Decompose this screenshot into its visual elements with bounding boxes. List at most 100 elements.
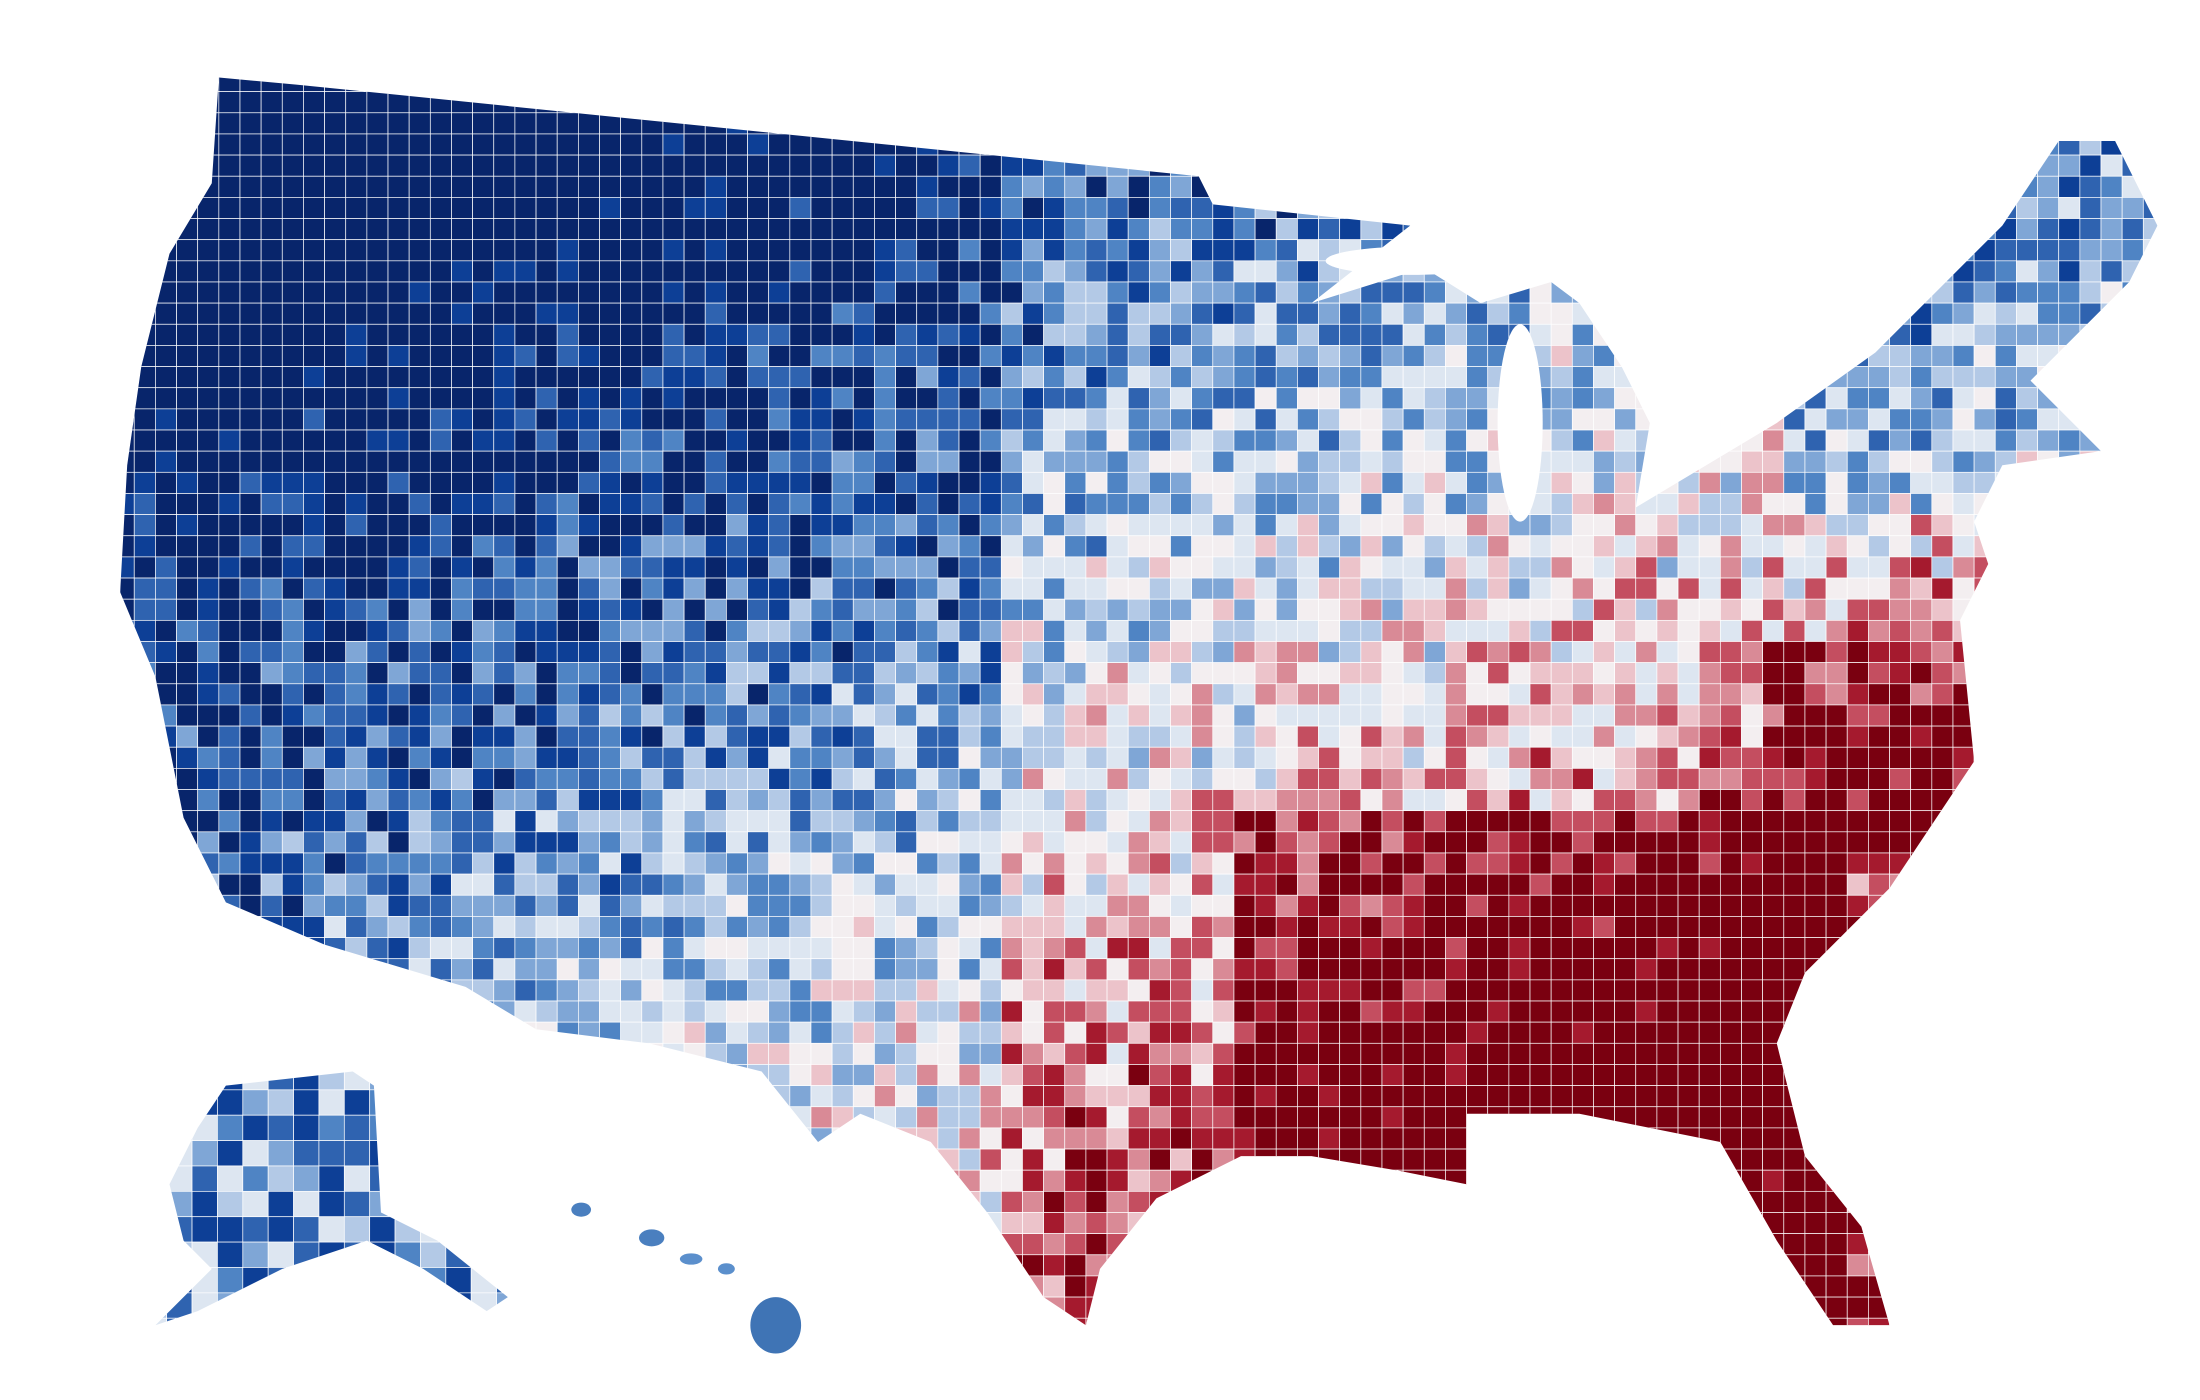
county bbox=[1339, 154, 1362, 177]
county bbox=[2037, 1064, 2060, 1086]
county bbox=[1973, 175, 1996, 198]
county bbox=[916, 218, 939, 241]
county bbox=[1064, 450, 1087, 473]
county bbox=[1318, 873, 1341, 896]
county bbox=[831, 662, 854, 685]
county bbox=[155, 1106, 177, 1129]
county bbox=[514, 577, 537, 600]
county bbox=[1698, 979, 1721, 1002]
county bbox=[1043, 746, 1066, 769]
county bbox=[1318, 641, 1341, 663]
county bbox=[239, 154, 262, 177]
county bbox=[2016, 789, 2038, 812]
county bbox=[662, 112, 685, 135]
county bbox=[1973, 1127, 1996, 1150]
county bbox=[1889, 175, 1912, 198]
county bbox=[1043, 218, 1066, 241]
county bbox=[2037, 1127, 2060, 1150]
county bbox=[747, 514, 770, 537]
county bbox=[2016, 768, 2038, 790]
county bbox=[620, 154, 643, 177]
county bbox=[1233, 366, 1256, 389]
county bbox=[747, 387, 770, 410]
county bbox=[1106, 133, 1129, 156]
county bbox=[1106, 810, 1129, 833]
county bbox=[1043, 958, 1066, 981]
county bbox=[1064, 598, 1087, 621]
county bbox=[1022, 662, 1044, 685]
county bbox=[1804, 197, 1827, 219]
county bbox=[1170, 154, 1192, 177]
county bbox=[1952, 471, 1975, 494]
county bbox=[1127, 493, 1150, 515]
county bbox=[1106, 493, 1129, 515]
county bbox=[218, 641, 241, 663]
county bbox=[1318, 514, 1341, 537]
county bbox=[2164, 451, 2185, 472]
county bbox=[641, 641, 664, 663]
county bbox=[620, 77, 643, 92]
county bbox=[1106, 260, 1129, 283]
county bbox=[1529, 704, 1552, 727]
county bbox=[620, 598, 643, 621]
county bbox=[493, 1042, 516, 1065]
county bbox=[556, 746, 579, 769]
county bbox=[2121, 894, 2144, 917]
county bbox=[1339, 1042, 1362, 1065]
county bbox=[1000, 810, 1023, 833]
county bbox=[472, 133, 495, 156]
county bbox=[2100, 1106, 2123, 1129]
county bbox=[789, 77, 812, 92]
county bbox=[810, 1127, 833, 1150]
county bbox=[2164, 557, 2185, 578]
county bbox=[662, 133, 685, 156]
county bbox=[768, 810, 791, 833]
county bbox=[535, 429, 558, 452]
county bbox=[1571, 810, 1594, 833]
county bbox=[176, 831, 199, 854]
county bbox=[1318, 831, 1341, 854]
county bbox=[493, 197, 516, 219]
county bbox=[1741, 239, 1763, 262]
county bbox=[451, 535, 473, 558]
county bbox=[1212, 366, 1235, 389]
county bbox=[2016, 619, 2038, 642]
county bbox=[1910, 239, 1933, 262]
county bbox=[1656, 577, 1679, 600]
county bbox=[239, 91, 262, 114]
county bbox=[1170, 1021, 1192, 1044]
county bbox=[260, 662, 283, 685]
county bbox=[1656, 260, 1679, 283]
county bbox=[2016, 1021, 2038, 1044]
county bbox=[641, 323, 664, 346]
county bbox=[239, 894, 262, 917]
county bbox=[874, 937, 896, 960]
county bbox=[493, 641, 516, 663]
county bbox=[1973, 345, 1996, 367]
county bbox=[1360, 493, 1383, 515]
county bbox=[1846, 704, 1869, 727]
county bbox=[810, 323, 833, 346]
county bbox=[1825, 1127, 1848, 1150]
county bbox=[1994, 535, 2017, 558]
county bbox=[1677, 852, 1700, 875]
county bbox=[1402, 556, 1425, 579]
county bbox=[1423, 175, 1446, 198]
county bbox=[874, 345, 896, 367]
county bbox=[1318, 556, 1341, 579]
county bbox=[155, 175, 177, 198]
county bbox=[1825, 916, 1848, 938]
county bbox=[747, 1064, 770, 1086]
county bbox=[1275, 1085, 1298, 1108]
county bbox=[1106, 556, 1129, 579]
county bbox=[1085, 641, 1108, 663]
county bbox=[514, 810, 537, 833]
county bbox=[239, 831, 262, 854]
county bbox=[2121, 218, 2144, 241]
county bbox=[789, 514, 812, 537]
county bbox=[1423, 91, 1446, 114]
county bbox=[1889, 429, 1912, 452]
county bbox=[1402, 366, 1425, 389]
county bbox=[1550, 1127, 1573, 1150]
county bbox=[683, 387, 706, 410]
